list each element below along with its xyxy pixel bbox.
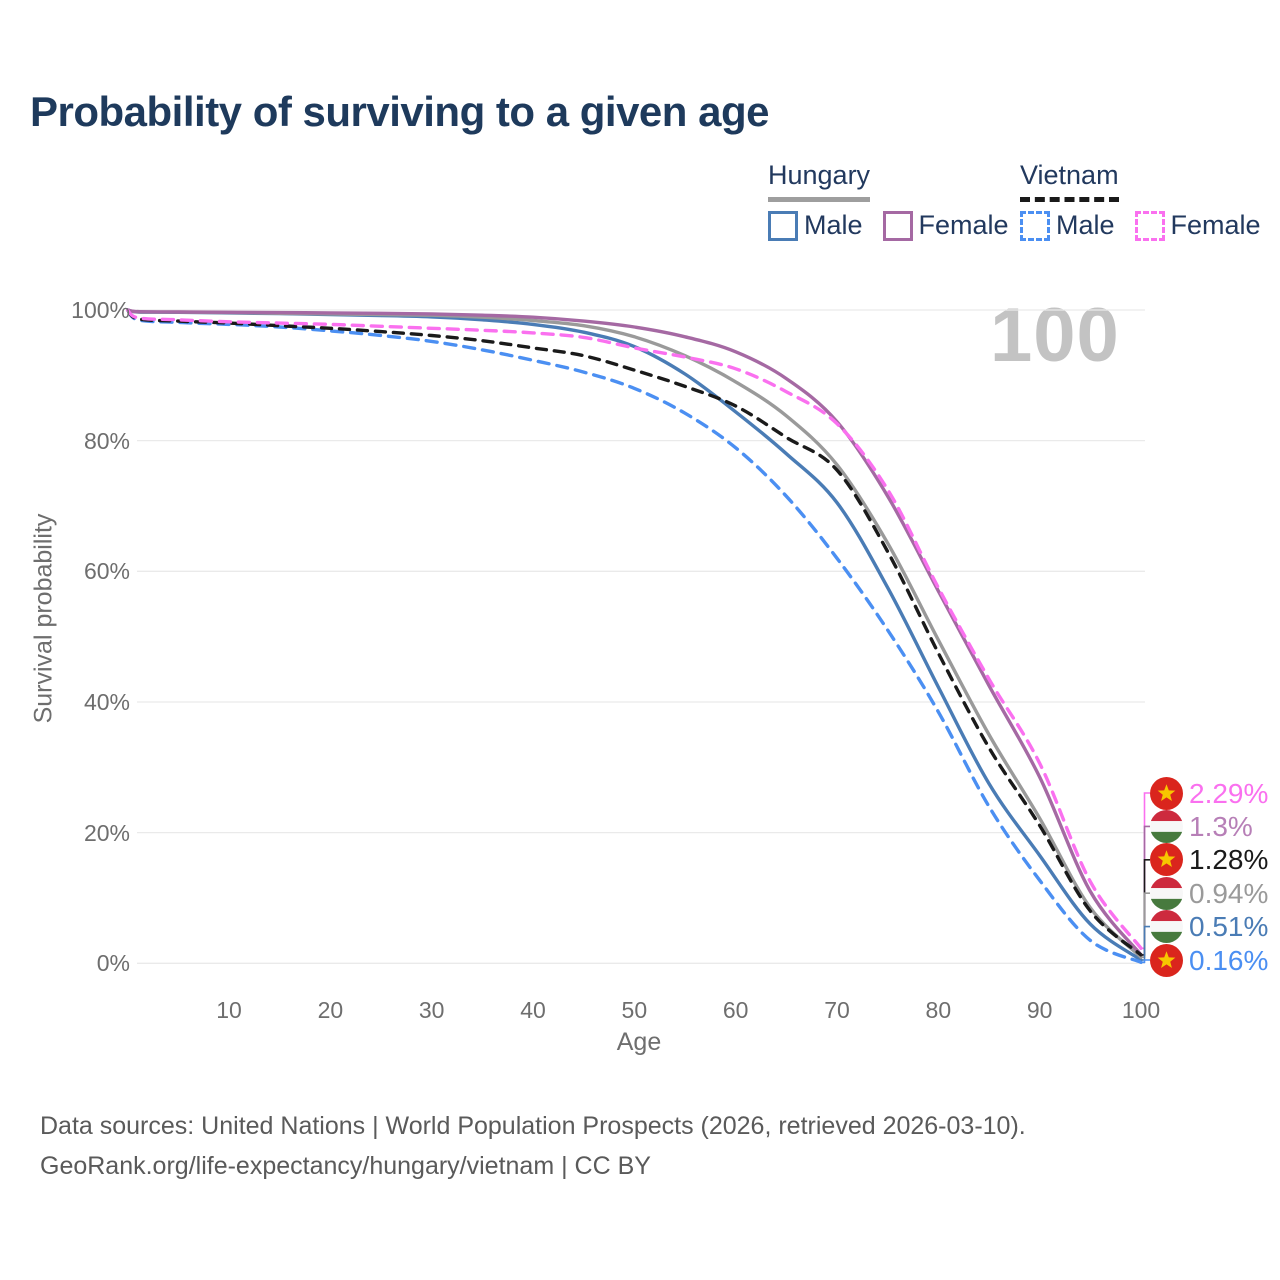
- end-label-connector: [1141, 792, 1150, 950]
- footer-line-2: GeoRank.org/life-expectancy/hungary/viet…: [40, 1152, 651, 1180]
- curve-hungary-male: [126, 308, 1143, 962]
- y-axis-title: Survival probability: [29, 513, 58, 724]
- vietnam-flag-icon: [1150, 843, 1183, 877]
- end-label-vietnam-female: 2.29%: [1150, 776, 1268, 810]
- x-tick-label: 20: [317, 997, 344, 1023]
- page-title: Probability of surviving to a given age: [30, 88, 769, 135]
- legend-country-vietnam: Vietnam: [1020, 160, 1119, 202]
- y-tick-label: 80%: [83, 427, 130, 454]
- y-tick-label: 100%: [71, 297, 130, 323]
- x-tick-label: 100: [1121, 997, 1161, 1023]
- curve-hungary-total: [126, 308, 1143, 959]
- end-label-connector: [1141, 959, 1150, 964]
- curve-vietnam-female: [126, 308, 1143, 950]
- x-tick-label: 50: [621, 997, 648, 1023]
- hungary-flag-icon: [1150, 809, 1183, 843]
- legend-item-vietnam-female[interactable]: Female: [1134, 210, 1261, 241]
- hungary-female-swatch-icon: [882, 210, 913, 241]
- legend-label: Male: [1056, 210, 1115, 240]
- x-tick-label: 70: [824, 997, 850, 1023]
- end-label-hungary-total: 0.94%: [1150, 876, 1268, 910]
- y-tick-label: 0%: [96, 950, 130, 977]
- legend-country-hungary: Hungary: [768, 160, 871, 202]
- x-axis-title: Age: [616, 1028, 662, 1056]
- footer-line-1: Data sources: United Nations | World Pop…: [40, 1112, 1026, 1140]
- hungary-flag-icon: [1150, 876, 1183, 910]
- x-tick-label: 40: [520, 997, 546, 1023]
- end-label-value: 0.94%: [1189, 877, 1269, 909]
- legend-item-hungary-male[interactable]: Male: [768, 210, 863, 241]
- end-label-hungary-female: 1.3%: [1150, 809, 1253, 843]
- curve-hungary-female: [126, 308, 1143, 957]
- curve-vietnam-male: [126, 308, 1143, 964]
- x-tick-label: 60: [722, 997, 749, 1023]
- end-label-connector: [1141, 858, 1150, 956]
- vietnam-male-swatch-icon: [1020, 210, 1050, 241]
- end-label-vietnam-male: 0.16%: [1150, 943, 1268, 977]
- end-label-connector: [1141, 825, 1150, 956]
- legend-group-vietnam: Vietnam Male Female: [1020, 160, 1261, 241]
- hungary-male-swatch-icon: [768, 210, 798, 241]
- x-tick-label: 90: [1026, 997, 1053, 1023]
- end-label-value: 2.29%: [1189, 777, 1269, 809]
- legend-group-hungary: Hungary Male Female: [768, 160, 1009, 241]
- end-label-value: 1.3%: [1189, 810, 1253, 842]
- y-tick-label: 60%: [83, 558, 130, 585]
- y-tick-label: 20%: [83, 819, 130, 846]
- hover-age-watermark: 100: [990, 293, 1120, 378]
- x-tick-label: 10: [216, 997, 242, 1023]
- curve-vietnam-total: [126, 308, 1143, 957]
- end-label-value: 1.28%: [1189, 844, 1269, 876]
- x-tick-label: 80: [925, 997, 952, 1023]
- end-label-hungary-male: 0.51%: [1150, 910, 1268, 944]
- legend-label: Male: [804, 210, 863, 240]
- vietnam-female-swatch-icon: [1134, 210, 1165, 241]
- end-label-vietnam-total: 1.28%: [1150, 843, 1268, 877]
- legend-label: Female: [1170, 210, 1261, 240]
- x-tick-label: 30: [418, 997, 445, 1023]
- vietnam-flag-icon: [1150, 776, 1183, 810]
- hungary-flag-icon: [1150, 910, 1183, 944]
- data-source-footer: Data sources: United Nations | World Pop…: [40, 1106, 1026, 1186]
- vietnam-flag-icon: [1150, 943, 1183, 977]
- end-label-connector: [1141, 892, 1150, 959]
- legend-label: Female: [918, 210, 1009, 240]
- legend-item-vietnam-male[interactable]: Male: [1020, 210, 1115, 241]
- legend-item-hungary-female[interactable]: Female: [882, 210, 1009, 241]
- end-label-value: 0.51%: [1189, 911, 1269, 943]
- end-label-connector: [1141, 925, 1150, 961]
- y-tick-label: 40%: [83, 688, 130, 715]
- end-label-value: 0.16%: [1189, 944, 1269, 976]
